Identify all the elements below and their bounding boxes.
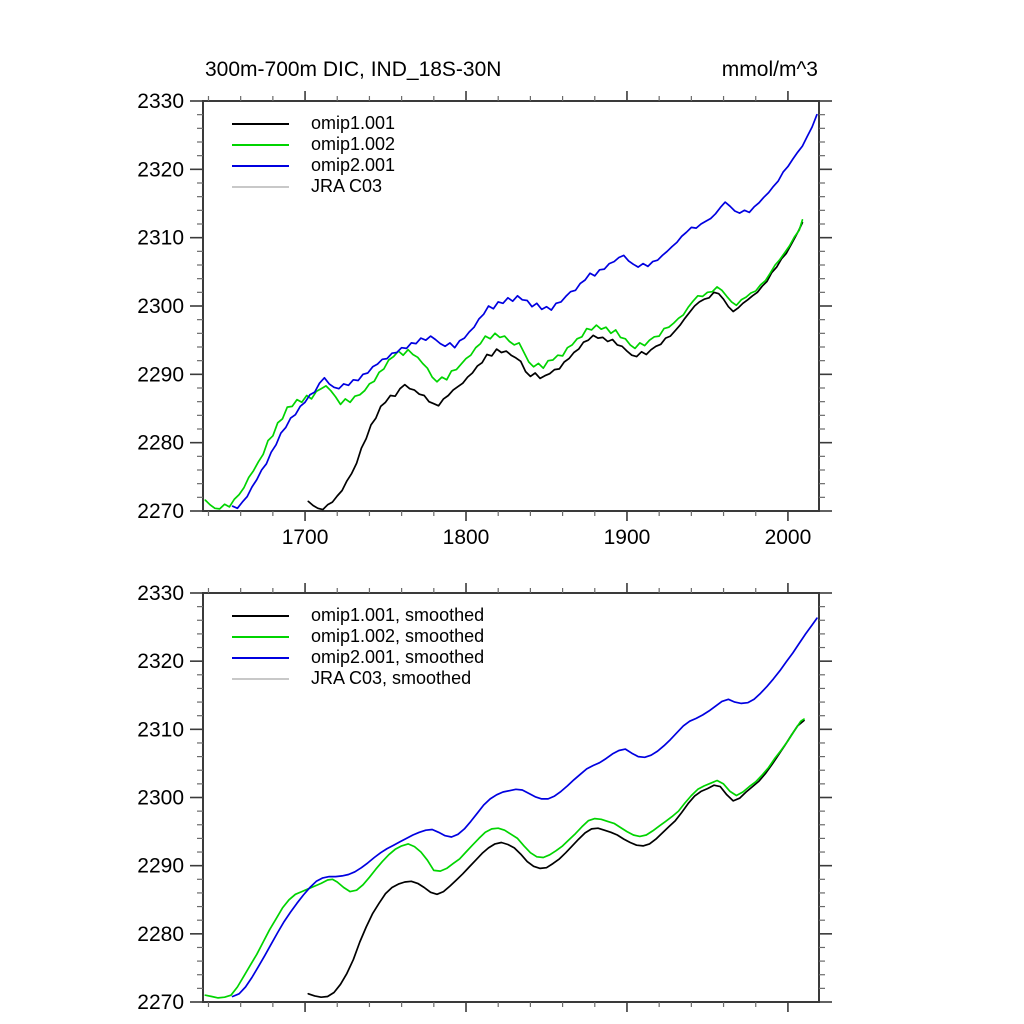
- y-tick-label: 2300: [137, 787, 184, 810]
- legend-line-swatch: [232, 635, 289, 638]
- series-line-omip1-002-smoothed: [204, 718, 805, 999]
- y-tick-label: 2280: [137, 432, 184, 455]
- top-chart-title: 300m-700m DIC, IND_18S-30N: [205, 58, 502, 81]
- x-tick-label: 2000: [765, 526, 812, 549]
- legend-label: omip2.001, smoothed: [311, 647, 485, 667]
- legend-item: JRA C03, smoothed: [232, 668, 484, 689]
- legend-item: omip1.001: [232, 113, 395, 134]
- y-tick-label: 2270: [137, 991, 184, 1014]
- legend-line-swatch: [232, 614, 289, 617]
- legend-line-swatch: [232, 656, 289, 659]
- y-tick-label: 2330: [137, 582, 184, 605]
- y-tick-label: 2320: [137, 650, 184, 673]
- top-chart-legend: omip1.001 omip1.002 omip2.001 JRA C03: [232, 113, 395, 197]
- y-tick-label: 2280: [137, 923, 184, 946]
- legend-line-swatch: [232, 185, 289, 188]
- top-chart-units-label: mmol/m^3: [721, 58, 818, 81]
- legend-label: omip2.001: [311, 155, 396, 175]
- y-tick-label: 2310: [137, 718, 184, 741]
- legend-item: omip1.002, smoothed: [232, 626, 484, 647]
- legend-label: omip1.001, smoothed: [311, 605, 485, 625]
- series-line-omip1-001: [307, 221, 804, 511]
- legend-item: JRA C03: [232, 176, 395, 197]
- x-tick-label: 1700: [282, 526, 329, 549]
- series-line-omip2-001: [231, 113, 818, 510]
- series-line-omip2-001-smoothed: [231, 617, 818, 998]
- legend-line-swatch: [232, 143, 289, 146]
- y-tick-label: 2300: [137, 295, 184, 318]
- legend-item: omip2.001: [232, 155, 395, 176]
- legend-label: JRA C03: [311, 176, 383, 196]
- y-tick-label: 2330: [137, 90, 184, 113]
- series-line-omip1-002: [204, 219, 804, 510]
- legend-line-swatch: [232, 677, 289, 680]
- legend-label: omip1.002, smoothed: [311, 626, 485, 646]
- x-tick-label: 1900: [604, 526, 651, 549]
- legend-label: JRA C03, smoothed: [311, 668, 472, 688]
- legend-label: omip1.002: [311, 134, 396, 154]
- x-tick-label: 1800: [443, 526, 490, 549]
- y-tick-label: 2290: [137, 855, 184, 878]
- y-tick-label: 2290: [137, 363, 184, 386]
- y-tick-label: 2270: [137, 500, 184, 523]
- series-line-omip1-001-smoothed: [307, 719, 805, 999]
- legend-line-swatch: [232, 164, 289, 167]
- legend-item: omip1.002: [232, 134, 395, 155]
- legend-label: omip1.001: [311, 113, 396, 133]
- bottom-chart-legend: omip1.001, smoothed omip1.002, smoothed …: [232, 605, 484, 689]
- y-tick-label: 2310: [137, 227, 184, 250]
- legend-item: omip1.001, smoothed: [232, 605, 484, 626]
- legend-line-swatch: [232, 122, 289, 125]
- legend-item: omip2.001, smoothed: [232, 647, 484, 668]
- y-tick-label: 2320: [137, 158, 184, 181]
